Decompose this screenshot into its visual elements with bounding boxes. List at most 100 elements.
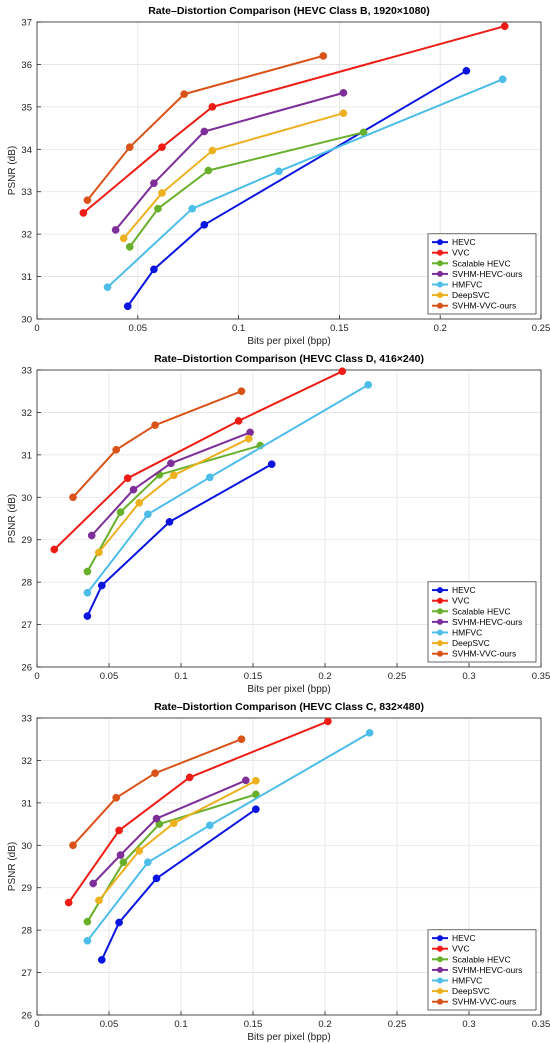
- data-point: [83, 588, 92, 597]
- data-point: [115, 918, 123, 927]
- y-tick-label: 30: [21, 315, 32, 326]
- legend-marker: [437, 629, 443, 636]
- series-line: [90, 431, 251, 537]
- series-line: [53, 370, 343, 551]
- series-vvc: [64, 717, 332, 907]
- x-tick-label: 0.35: [532, 1019, 550, 1030]
- legend-marker: [437, 260, 443, 267]
- series-line: [86, 732, 371, 942]
- data-point: [208, 103, 217, 111]
- y-axis-label: PSNR (dB): [7, 146, 18, 195]
- x-tick-label: 0.3: [462, 671, 475, 682]
- legend-marker: [437, 587, 443, 594]
- legend-item-svhm-hevc-ours: SVHM-HEVC-ours: [432, 617, 522, 627]
- y-tick-label: 32: [21, 408, 32, 419]
- series-svhm-vvc-ours: [83, 52, 328, 205]
- y-tick-label: 30: [21, 493, 32, 504]
- y-tick-label: 36: [21, 60, 32, 71]
- legend-label: HEVC: [452, 933, 476, 943]
- data-point: [83, 612, 92, 620]
- legend-label: SVHM-HEVC-ours: [452, 617, 522, 627]
- series-line: [86, 463, 273, 617]
- data-point: [97, 955, 106, 964]
- axes-box: [36, 717, 542, 1016]
- x-tick-label: 0.15: [244, 671, 263, 682]
- data-point: [69, 493, 77, 502]
- series-line: [67, 720, 329, 904]
- series-line: [98, 779, 257, 902]
- data-point: [64, 898, 73, 907]
- data-point: [241, 776, 250, 785]
- data-point: [244, 434, 253, 443]
- y-tick-label: 32: [21, 756, 32, 767]
- data-point: [169, 819, 178, 828]
- x-tick-label: 0.15: [244, 1019, 263, 1030]
- y-tick-label: 31: [21, 450, 32, 461]
- data-point: [167, 459, 175, 468]
- data-point: [237, 735, 246, 744]
- chart-title: Rate–Distortion Comparison (HEVC Class B…: [148, 5, 430, 17]
- data-point: [112, 793, 121, 802]
- y-tick-label: 33: [21, 714, 32, 725]
- legend-marker: [437, 249, 443, 256]
- legend-item-deepsvc: DeepSVC: [432, 638, 490, 648]
- data-point: [119, 858, 128, 867]
- series-line: [72, 738, 242, 846]
- data-point: [275, 167, 283, 176]
- data-point: [135, 846, 144, 855]
- data-point: [95, 896, 103, 905]
- data-point: [125, 243, 134, 251]
- x-tick-label: 0.05: [100, 1019, 119, 1030]
- x-axis-label: Bits per pixel (bpp): [247, 336, 330, 347]
- data-point: [50, 545, 59, 554]
- x-tick-label: 0.25: [532, 323, 550, 334]
- x-tick-label: 0.1: [174, 1019, 187, 1030]
- data-point: [185, 773, 194, 782]
- series-hmfvc: [103, 75, 507, 292]
- legend-item-vvc: VVC: [432, 944, 469, 954]
- x-tick-label: 0.2: [434, 323, 447, 334]
- data-point: [150, 179, 158, 188]
- data-point: [205, 473, 214, 482]
- data-point: [123, 302, 132, 311]
- x-tick-label: 0.15: [330, 323, 349, 334]
- legend-label: SVHM-VVC-ours: [452, 301, 516, 311]
- data-point: [154, 204, 162, 213]
- data-point: [123, 474, 132, 483]
- legend-item-hevc: HEVC: [432, 237, 476, 247]
- series-hevc: [83, 460, 276, 620]
- legend-label: Scalable HEVC: [452, 258, 511, 268]
- legend-label: Scalable HEVC: [452, 954, 511, 964]
- legend-marker: [437, 956, 443, 963]
- y-tick-label: 32: [21, 230, 32, 241]
- data-point: [87, 531, 96, 540]
- series-line: [92, 779, 247, 885]
- data-point: [135, 498, 144, 507]
- y-tick-label: 35: [21, 102, 32, 113]
- data-point: [144, 510, 152, 519]
- series-line: [114, 91, 344, 231]
- x-tick-label: 0.2: [318, 1019, 331, 1030]
- series-deepsvc: [95, 776, 260, 905]
- x-tick-label: 0.1: [174, 671, 187, 682]
- series-line: [72, 390, 242, 498]
- legend-item-scalable-hevc: Scalable HEVC: [432, 954, 511, 964]
- series-line: [128, 131, 364, 248]
- legend-marker: [437, 618, 443, 625]
- y-tick-label: 29: [21, 883, 32, 894]
- legend-label: SVHM-VVC-ours: [452, 649, 516, 659]
- legend-marker: [437, 650, 443, 657]
- legend-item-hmfvc: HMFVC: [432, 628, 482, 638]
- legend-item-svhm-hevc-ours: SVHM-HEVC-ours: [432, 965, 522, 975]
- series-svhm-vvc-ours: [69, 387, 246, 502]
- y-tick-label: 29: [21, 535, 32, 546]
- legend-item-deepsvc: DeepSVC: [432, 290, 490, 300]
- data-point: [115, 826, 123, 835]
- series-vvc: [50, 367, 347, 554]
- legend-item-hevc: HEVC: [432, 933, 476, 943]
- legend-item-vvc: VVC: [432, 248, 469, 258]
- data-point: [267, 460, 276, 469]
- y-tick-label: 34: [21, 145, 32, 156]
